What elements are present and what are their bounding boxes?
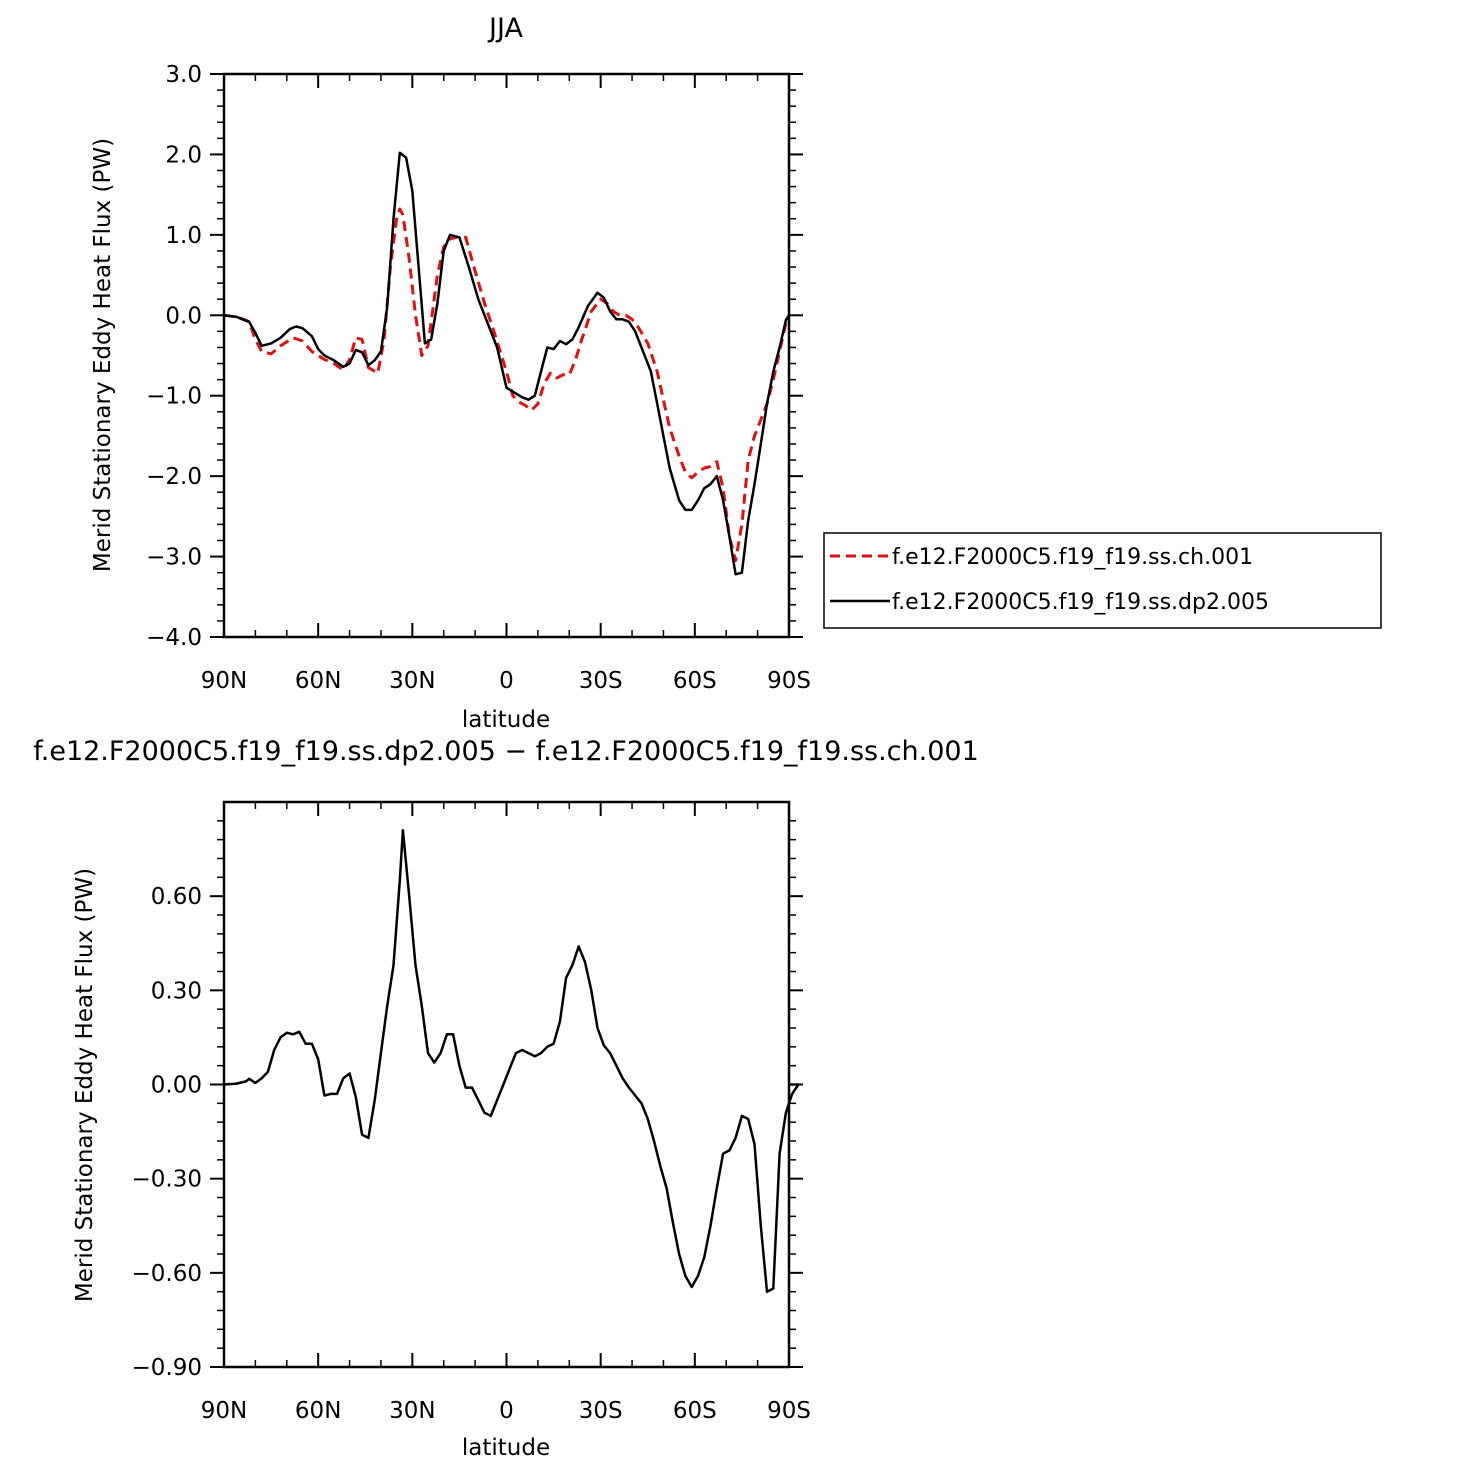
top-x-tick-label: 90S: [767, 668, 811, 694]
bottom-y-tick-label: −0.60: [132, 1261, 202, 1287]
top-y-tick-label: −1.0: [146, 384, 202, 410]
bottom-y-tick-label: −0.90: [132, 1355, 202, 1381]
bottom-y-axis-title: Merid Stationary Eddy Heat Flux (PW): [72, 868, 98, 1302]
bottom-y-tick-label: −0.30: [132, 1167, 202, 1193]
top-y-tick-label: 0.0: [165, 303, 202, 329]
legend-box: [823, 532, 1382, 629]
top-y-tick-label: 2.0: [165, 142, 202, 168]
legend: f.e12.F2000C5.f19_f19.ss.ch.001 f.e12.F2…: [823, 532, 1382, 629]
top-series-line-0: [223, 207, 791, 563]
top-x-tick-label: 0: [499, 668, 514, 694]
top-x-tick-label: 60N: [295, 668, 341, 694]
top-y-tick-label: 1.0: [165, 223, 202, 249]
bottom-x-axis-title: latitude: [462, 1435, 550, 1461]
bottom-x-tick-label: 90N: [201, 1398, 247, 1424]
legend-label-ch001: f.e12.F2000C5.f19_f19.ss.ch.001: [892, 545, 1253, 570]
top-chart-title: JJA: [487, 13, 523, 44]
legend-label-dp2005: f.e12.F2000C5.f19_f19.ss.dp2.005: [892, 590, 1269, 615]
top-x-tick-label: 60S: [673, 668, 717, 694]
bottom-x-tick-label: 0: [499, 1398, 514, 1424]
top-x-tick-label: 30N: [389, 668, 435, 694]
bottom-plot-frame: [222, 800, 791, 1369]
top-y-tick-label: −4.0: [146, 625, 202, 651]
bottom-x-tick-label: 60S: [673, 1398, 717, 1424]
bottom-chart-title: f.e12.F2000C5.f19_f19.ss.dp2.005 − f.e12…: [33, 736, 979, 767]
top-series-line-1: [223, 151, 791, 576]
bottom-series-line-0: [223, 829, 800, 1293]
top-ticks: 90N 60N 30N 0 30S 60S 90S −4.0 −3.0 −2.0 −1.0 0.0 1.…: [146, 62, 811, 694]
top-plot-frame: [222, 72, 791, 639]
bottom-plot-area: [223, 829, 800, 1293]
bottom-y-tick-label: 0.00: [151, 1073, 202, 1099]
top-x-tick-label: 90N: [201, 668, 247, 694]
bottom-x-tick-label: 30N: [389, 1398, 435, 1424]
bottom-chart: f.e12.F2000C5.f19_f19.ss.dp2.005 − f.e12…: [33, 736, 979, 1461]
bottom-x-tick-label: 60N: [295, 1398, 341, 1424]
top-x-tick-label: 30S: [579, 668, 623, 694]
top-plot-area: [223, 151, 791, 576]
bottom-x-tick-label: 30S: [579, 1398, 623, 1424]
top-chart: JJA 90N 60N 30N 0 30S 60S 90S −4.0 −3.0 −2.0 −1.0 0…: [90, 13, 1382, 733]
bottom-ticks: 90N 60N 30N 0 30S 60S 90S −0.90 −0.60 −0.30 0.00 0.…: [132, 802, 811, 1424]
top-x-axis-title: latitude: [462, 707, 550, 733]
top-y-tick-label: 3.0: [165, 62, 202, 88]
top-y-tick-label: −2.0: [146, 464, 202, 490]
bottom-x-tick-label: 90S: [767, 1398, 811, 1424]
bottom-y-tick-label: 0.60: [151, 884, 202, 910]
bottom-y-tick-label: 0.30: [151, 978, 202, 1004]
top-y-axis-title: Merid Stationary Eddy Heat Flux (PW): [90, 138, 116, 572]
top-y-tick-label: −3.0: [146, 545, 202, 571]
